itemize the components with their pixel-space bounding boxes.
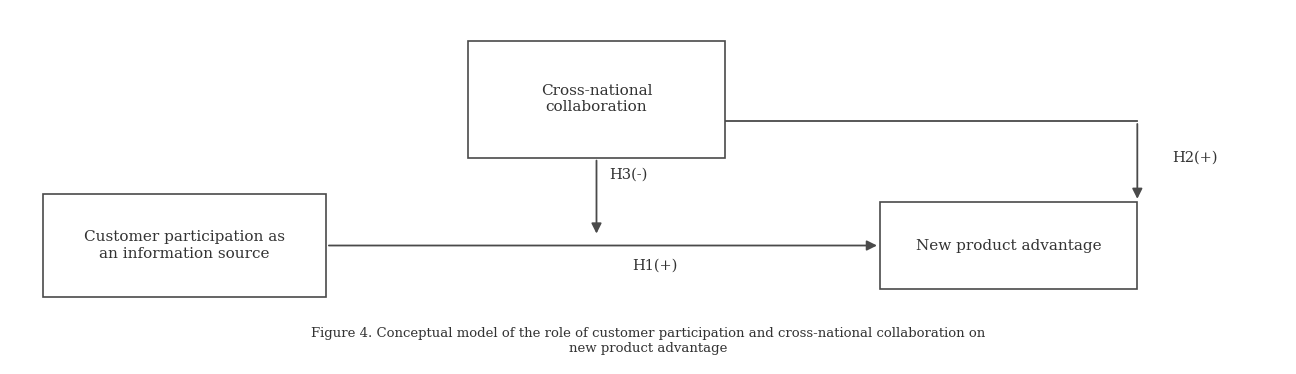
Text: H2(+): H2(+) — [1172, 151, 1217, 165]
FancyBboxPatch shape — [43, 194, 327, 297]
Text: New product advantage: New product advantage — [916, 239, 1102, 252]
FancyBboxPatch shape — [880, 202, 1138, 289]
Text: H3(-): H3(-) — [609, 167, 648, 181]
Text: H1(+): H1(+) — [631, 258, 677, 272]
Text: Cross-national
collaboration: Cross-national collaboration — [540, 84, 652, 114]
Text: Figure 4. Conceptual model of the role of customer participation and cross-natio: Figure 4. Conceptual model of the role o… — [311, 327, 985, 355]
Text: Customer participation as
an information source: Customer participation as an information… — [84, 230, 285, 261]
FancyBboxPatch shape — [468, 41, 726, 158]
